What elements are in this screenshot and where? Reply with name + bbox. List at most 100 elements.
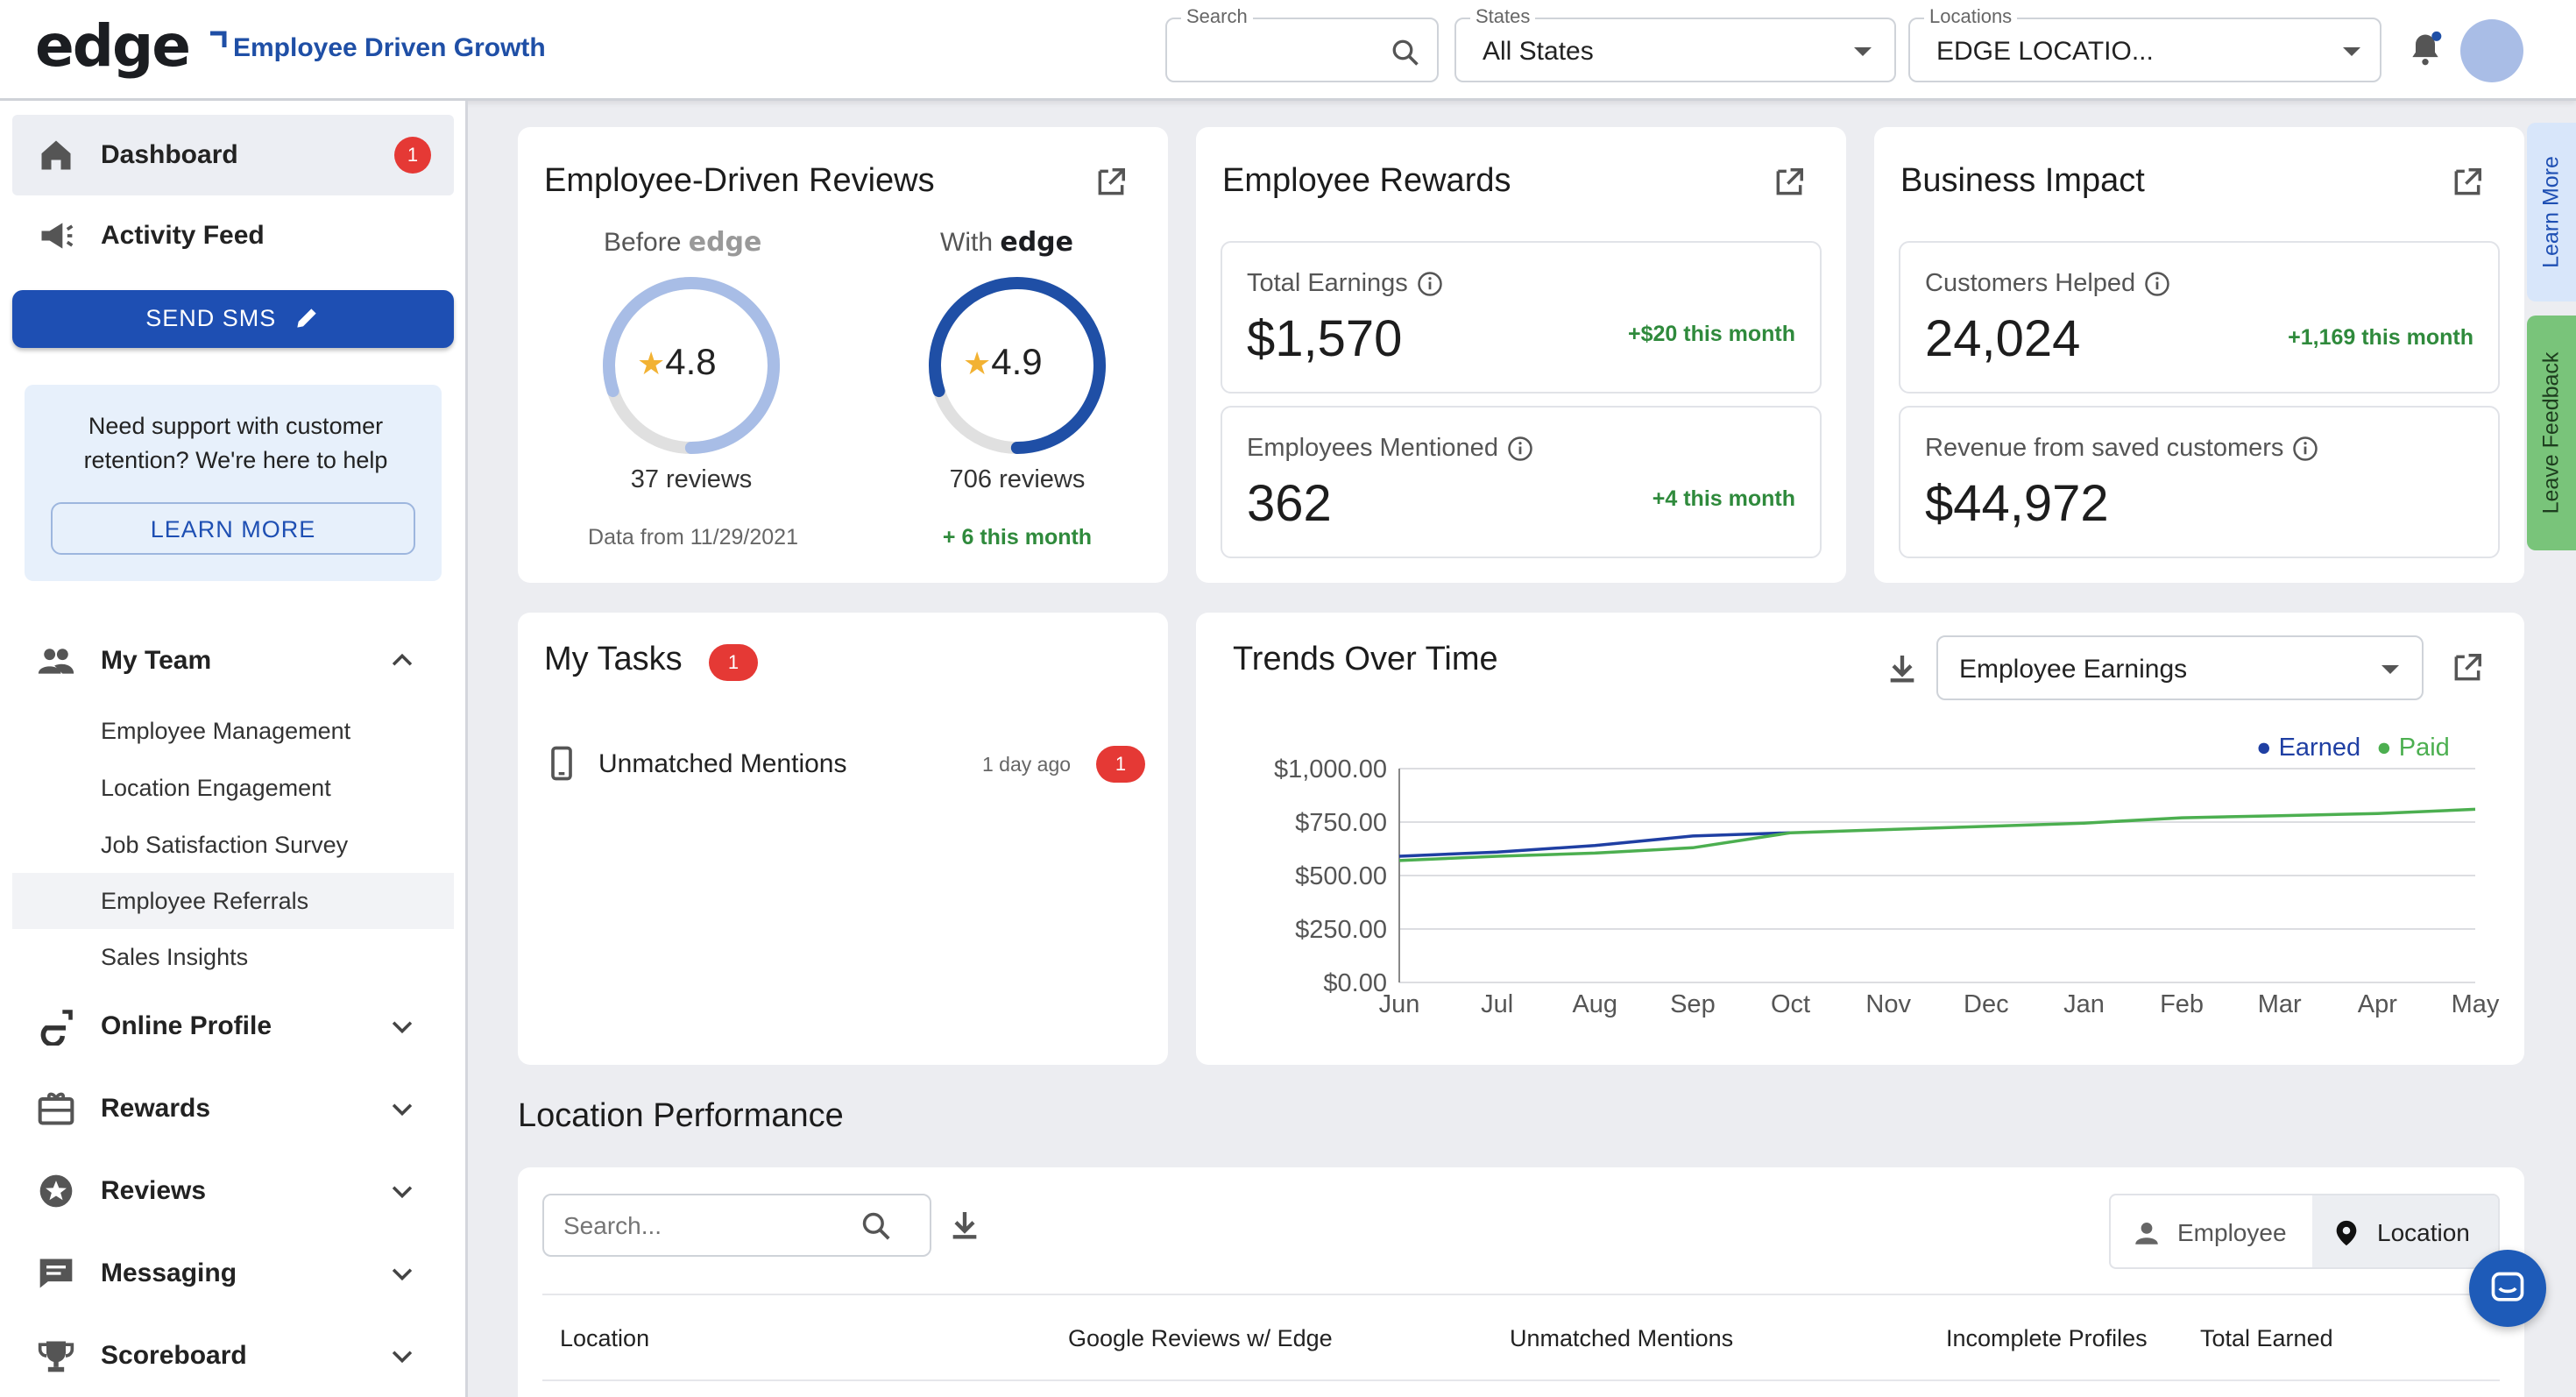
employees-mentioned-stat[interactable]: Employees Mentioned 362 +4 this month xyxy=(1221,406,1822,558)
sidebar-item-label: Scoreboard xyxy=(101,1341,247,1370)
sidebar-item-sales-insights[interactable]: Sales Insights xyxy=(12,929,454,985)
info-icon[interactable] xyxy=(2292,436,2318,462)
column-header-google-reviews[interactable]: Google Reviews w/ Edge xyxy=(1068,1325,1333,1351)
total-earnings-stat[interactable]: Total Earnings $1,570 +$20 this month xyxy=(1221,241,1822,394)
sidebar: Dashboard 1 Activity Feed SEND SMS Need … xyxy=(0,101,468,1397)
sidebar-item-my-team[interactable]: My Team xyxy=(12,620,454,701)
info-icon[interactable] xyxy=(1417,271,1443,297)
before-rating-gauge xyxy=(603,277,780,454)
notifications-button[interactable] xyxy=(2406,30,2445,68)
leave-feedback-side-tab-label: Leave Feedback xyxy=(2538,351,2564,514)
with-rating-gauge xyxy=(929,277,1106,454)
sidebar-item-employee-management[interactable]: Employee Management xyxy=(12,703,454,759)
task-label: Unmatched Mentions xyxy=(598,749,847,778)
y-tick-label: $750.00 xyxy=(1295,809,1387,837)
sidebar-item-label: Messaging xyxy=(101,1259,237,1287)
search-icon[interactable] xyxy=(860,1209,893,1243)
sidebar-item-activity-feed[interactable]: Activity Feed xyxy=(12,195,454,276)
revenue-saved-stat[interactable]: Revenue from saved customers $44,972 xyxy=(1899,406,2500,558)
people-icon xyxy=(38,649,74,674)
sidebar-item-label: Online Profile xyxy=(101,1011,272,1040)
column-header-total-earned[interactable]: Total Earned xyxy=(2200,1325,2333,1351)
x-tick-label: May xyxy=(2452,990,2500,1018)
column-header-unmatched-mentions[interactable]: Unmatched Mentions xyxy=(1510,1325,1734,1351)
legend-paid[interactable]: ● Paid xyxy=(2376,734,2450,762)
sidebar-item-online-profile[interactable]: Online Profile xyxy=(12,986,454,1067)
download-icon[interactable] xyxy=(1885,651,1920,686)
leave-feedback-side-tab[interactable]: Leave Feedback xyxy=(2527,316,2576,550)
column-header-location[interactable]: Location xyxy=(560,1325,650,1351)
x-tick-label: Mar xyxy=(2258,990,2302,1018)
pencil-icon xyxy=(297,308,316,328)
chevron-down-icon xyxy=(1854,47,1872,56)
stat-value: $44,972 xyxy=(1925,475,2109,532)
card-title: Employee-Driven Reviews xyxy=(544,162,935,199)
sidebar-item-messaging[interactable]: Messaging xyxy=(12,1233,454,1314)
location-search-field[interactable] xyxy=(542,1194,931,1257)
with-reviews-count: 706 reviews xyxy=(949,465,1086,493)
location-search-input[interactable] xyxy=(563,1209,853,1243)
send-sms-label: SEND SMS xyxy=(145,305,277,331)
info-icon[interactable] xyxy=(1507,436,1533,462)
learn-more-button[interactable]: LEARN MORE xyxy=(51,502,415,555)
logo-arrow-icon xyxy=(210,31,227,47)
stat-label: Customers Helped xyxy=(1925,269,2170,298)
x-tick-label: Dec xyxy=(1964,990,2009,1018)
column-header-incomplete-profiles[interactable]: Incomplete Profiles xyxy=(1946,1325,2148,1351)
series-line-paid xyxy=(1398,807,2476,862)
stat-value: 362 xyxy=(1247,475,1332,532)
customers-helped-stat[interactable]: Customers Helped 24,024 +1,169 this mont… xyxy=(1899,241,2500,394)
sidebar-item-scoreboard[interactable]: Scoreboard xyxy=(12,1315,454,1396)
learn-more-side-tab[interactable]: Learn More xyxy=(2527,123,2576,301)
chevron-down-icon xyxy=(392,1351,413,1364)
chevron-down-icon xyxy=(392,1103,413,1117)
y-tick-label: $250.00 xyxy=(1295,916,1387,944)
open-external-icon[interactable] xyxy=(1773,166,1806,199)
megaphone-icon xyxy=(41,223,74,249)
locations-select[interactable]: Locations EDGE LOCATIO... xyxy=(1908,5,2381,82)
chat-icon xyxy=(2491,1272,2524,1301)
toggle-location[interactable]: Location xyxy=(2312,1195,2498,1267)
sidebar-subitem-label: Employee Referrals xyxy=(101,887,309,914)
sidebar-item-rewards[interactable]: Rewards xyxy=(12,1068,454,1149)
with-rating-value: 4.9 xyxy=(991,341,1043,382)
star-circle-icon xyxy=(39,1174,73,1208)
before-data-date: Data from 11/29/2021 xyxy=(588,525,798,550)
open-external-icon[interactable] xyxy=(1094,166,1128,199)
tasks-badge: 1 xyxy=(709,644,758,681)
sidebar-item-job-satisfaction-survey[interactable]: Job Satisfaction Survey xyxy=(12,817,454,873)
sidebar-subitem-label: Employee Management xyxy=(101,717,351,744)
download-icon[interactable] xyxy=(947,1208,982,1243)
stat-value: $1,570 xyxy=(1247,310,1403,367)
chevron-down-icon xyxy=(2343,47,2360,56)
open-external-icon[interactable] xyxy=(2451,651,2484,684)
sidebar-item-reviews[interactable]: Reviews xyxy=(12,1151,454,1231)
states-select[interactable]: States All States xyxy=(1454,5,1896,82)
learn-more-side-tab-label: Learn More xyxy=(2538,156,2564,268)
stat-label: Total Earnings xyxy=(1247,269,1443,298)
logo[interactable]: edge xyxy=(35,7,227,86)
search-icon[interactable] xyxy=(1390,37,1421,68)
card-title: Business Impact xyxy=(1900,162,2145,199)
trend-metric-select[interactable]: Employee Earnings xyxy=(1936,635,2424,700)
sidebar-item-dashboard[interactable]: Dashboard 1 xyxy=(12,115,454,195)
before-rating: ★4.8 xyxy=(637,341,717,383)
location-performance-title: Location Performance xyxy=(518,1097,844,1134)
with-gauge-arc xyxy=(929,277,1106,454)
open-external-icon[interactable] xyxy=(2451,166,2484,199)
info-icon[interactable] xyxy=(2144,271,2170,297)
toggle-employee[interactable]: Employee xyxy=(2111,1195,2312,1267)
send-sms-button[interactable]: SEND SMS xyxy=(12,290,454,348)
legend-earned[interactable]: ● Earned xyxy=(2256,734,2361,762)
header-search-field[interactable]: Search xyxy=(1165,5,1439,82)
sidebar-item-employee-referrals[interactable]: Employee Referrals xyxy=(12,873,454,929)
task-item-unmatched-mentions[interactable]: Unmatched Mentions 1 day ago 1 xyxy=(542,735,1147,791)
avatar[interactable] xyxy=(2460,19,2523,82)
sidebar-item-location-engagement[interactable]: Location Engagement xyxy=(12,760,454,816)
learn-more-label: LEARN MORE xyxy=(150,516,316,542)
with-month-delta: + 6 this month xyxy=(942,525,1093,550)
chat-launcher-button[interactable] xyxy=(2469,1250,2546,1327)
trend-metric-value: Employee Earnings xyxy=(1959,655,2188,684)
stat-label: Revenue from saved customers xyxy=(1925,434,2318,463)
bell-icon xyxy=(2412,31,2442,66)
